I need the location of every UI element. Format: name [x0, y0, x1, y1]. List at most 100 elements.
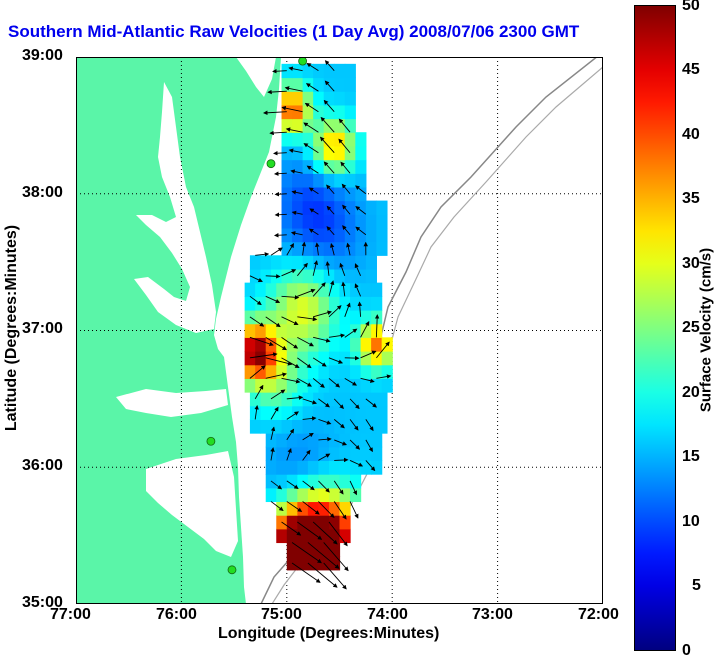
velocity-map[interactable] — [76, 57, 603, 604]
velocity-cell — [266, 488, 277, 502]
velocity-cell — [266, 310, 277, 324]
velocity-cell — [313, 105, 324, 119]
velocity-cell — [376, 406, 387, 420]
velocity-cell — [329, 447, 340, 461]
velocity-cell — [245, 283, 256, 297]
velocity-cell — [297, 296, 308, 310]
velocity-cell — [287, 433, 298, 447]
velocity-cell — [255, 296, 266, 310]
velocity-cell — [303, 105, 314, 119]
x-axis-label: Longitude (Degrees:Minutes) — [218, 625, 439, 643]
velocity-cell — [313, 214, 324, 228]
velocity-cell — [313, 64, 324, 78]
velocity-cell — [371, 283, 382, 297]
velocity-cell — [308, 460, 319, 474]
velocity-cell — [366, 406, 377, 420]
velocity-cell — [292, 406, 303, 420]
velocity-cell — [303, 132, 314, 146]
velocity-cell — [371, 296, 382, 310]
velocity-cell — [334, 91, 345, 105]
velocity-cell — [361, 324, 372, 338]
velocity-cell — [376, 392, 387, 406]
velocity-cell — [318, 542, 329, 556]
velocity-cell — [297, 501, 308, 515]
velocity-cell — [340, 296, 351, 310]
velocity-cell — [334, 160, 345, 174]
velocity-cell — [355, 132, 366, 146]
velocity-cell — [361, 351, 372, 365]
velocity-cell — [297, 351, 308, 365]
velocity-cell — [345, 160, 356, 174]
velocity-cell — [282, 406, 293, 420]
velocity-cell — [345, 132, 356, 146]
velocity-cell — [297, 447, 308, 461]
velocity-cell — [345, 269, 356, 283]
velocity-cell — [355, 269, 366, 283]
velocity-cell — [313, 419, 324, 433]
velocity-cell — [255, 283, 266, 297]
velocity-cell — [297, 460, 308, 474]
velocity-cell — [345, 406, 356, 420]
velocity-cell — [340, 433, 351, 447]
velocity-cell — [371, 337, 382, 351]
velocity-cell — [376, 214, 387, 228]
station-marker[interactable] — [207, 437, 215, 445]
velocity-cell — [324, 187, 335, 201]
velocity-cell — [266, 283, 277, 297]
velocity-cell — [282, 173, 293, 187]
velocity-cell — [276, 283, 287, 297]
velocity-cell — [313, 201, 324, 215]
velocity-cell — [297, 488, 308, 502]
velocity-cell — [282, 269, 293, 283]
y-tick-label: 39:00 — [22, 47, 63, 65]
station-marker[interactable] — [267, 160, 275, 168]
velocity-cell — [318, 460, 329, 474]
velocity-cell — [324, 173, 335, 187]
map-title: Southern Mid-Atlantic Raw Velocities (1 … — [8, 22, 579, 42]
velocity-cell — [366, 214, 377, 228]
velocity-cell — [276, 488, 287, 502]
velocity-cell — [260, 406, 271, 420]
velocity-cell — [334, 119, 345, 133]
velocity-cell — [292, 214, 303, 228]
velocity-cell — [334, 242, 345, 256]
velocity-cell — [308, 447, 319, 461]
velocity-cell — [297, 515, 308, 529]
velocity-cell — [271, 392, 282, 406]
velocity-cell — [313, 228, 324, 242]
velocity-cell — [345, 255, 356, 269]
velocity-cell — [260, 392, 271, 406]
velocity-cell — [292, 173, 303, 187]
velocity-cell — [350, 474, 361, 488]
velocity-cell — [303, 214, 314, 228]
station-marker[interactable] — [299, 57, 307, 65]
velocity-cell — [303, 201, 314, 215]
colorbar-tick-label: 50 — [682, 0, 700, 15]
velocity-cell — [287, 296, 298, 310]
velocity-cell — [329, 337, 340, 351]
velocity-cell — [308, 501, 319, 515]
velocity-cell — [345, 214, 356, 228]
velocity-cell — [329, 378, 340, 392]
velocity-cell — [276, 296, 287, 310]
velocity-cell — [297, 529, 308, 543]
velocity-cell — [340, 501, 351, 515]
velocity-cell — [334, 187, 345, 201]
velocity-cell — [313, 187, 324, 201]
station-marker[interactable] — [228, 566, 236, 574]
velocity-cell — [287, 283, 298, 297]
velocity-cell — [334, 419, 345, 433]
velocity-cell — [355, 228, 366, 242]
velocity-cell — [329, 365, 340, 379]
velocity-cell — [260, 419, 271, 433]
velocity-cell — [297, 324, 308, 338]
velocity-cell — [255, 351, 266, 365]
velocity-cell — [245, 296, 256, 310]
velocity-cell — [324, 64, 335, 78]
velocity-cell — [334, 64, 345, 78]
velocity-cell — [361, 365, 372, 379]
velocity-cell — [250, 392, 261, 406]
velocity-cell — [303, 187, 314, 201]
velocity-cell — [318, 351, 329, 365]
velocity-cell — [355, 419, 366, 433]
